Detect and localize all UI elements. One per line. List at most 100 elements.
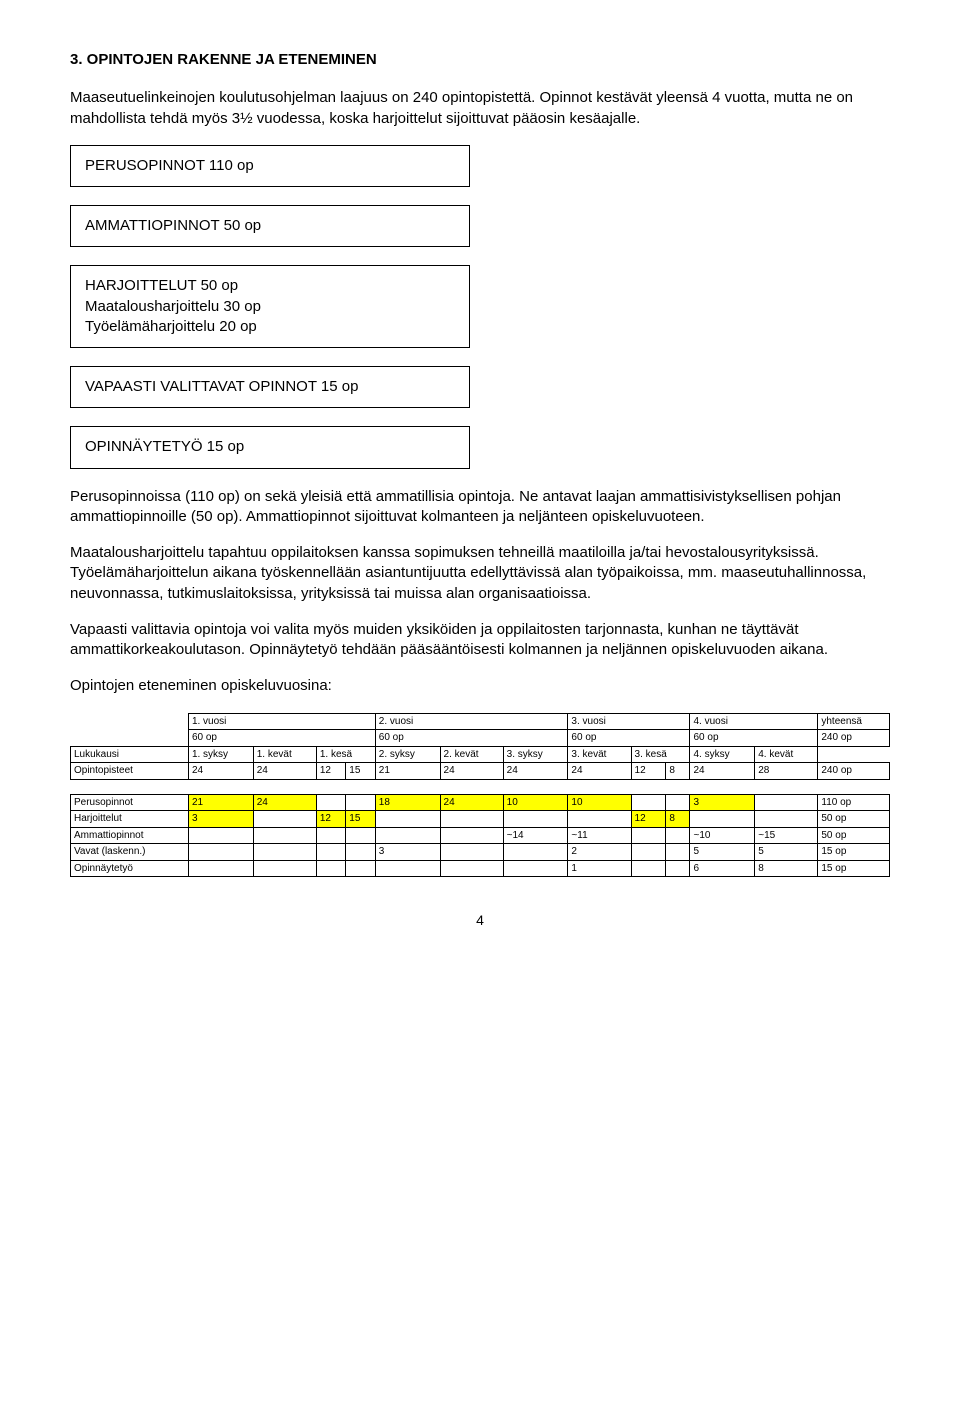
table-cell: 50 op	[818, 827, 890, 844]
paragraph-perusopinnot: Perusopinnoissa (110 op) on sekä yleisiä…	[70, 487, 890, 528]
table-cell: 10	[503, 794, 568, 811]
table-cell: 4. kevät	[755, 746, 818, 763]
table-cell: 24	[253, 794, 316, 811]
table-cell: 18	[375, 794, 440, 811]
section-heading: 3. OPINTOJEN RAKENNE JA ETENEMINEN	[70, 50, 890, 70]
table-cell	[503, 811, 568, 828]
table-cell: 60 op	[690, 730, 818, 747]
table-cell	[631, 827, 666, 844]
table-cell	[188, 860, 253, 877]
box-perusopinnot: PERUSOPINNOT 110 op	[70, 145, 470, 187]
table-cell: 240 op	[818, 730, 890, 747]
table-cell: 240 op	[818, 763, 890, 780]
table-cell: 15 op	[818, 860, 890, 877]
table-cell: 3. vuosi	[568, 713, 690, 730]
table-cell	[346, 860, 375, 877]
table-cell: 1. vuosi	[188, 713, 375, 730]
paragraph-maatalous: Maatalousharjoittelu tapahtuu oppilaitok…	[70, 543, 890, 604]
box-ammattiopinnot: AMMATTIOPINNOT 50 op	[70, 205, 470, 247]
table-cell: 8	[666, 811, 690, 828]
table-cell: Perusopinnot	[71, 794, 189, 811]
table-cell: ~11	[568, 827, 631, 844]
table-cell: ~10	[690, 827, 755, 844]
table-cell: 3	[690, 794, 755, 811]
table-cell: yhteensä	[818, 713, 890, 730]
table-cell: 6	[690, 860, 755, 877]
table-cell	[666, 844, 690, 861]
table-cell: 2	[568, 844, 631, 861]
table-cell	[631, 794, 666, 811]
table-cell	[71, 730, 189, 747]
table-cell: 24	[503, 763, 568, 780]
table-cell	[440, 827, 503, 844]
table-cell	[253, 860, 316, 877]
table-cell	[631, 860, 666, 877]
table-cell: Opintopisteet	[71, 763, 189, 780]
table-cell: 60 op	[568, 730, 690, 747]
box-harjoittelut: HARJOITTELUT 50 op Maatalousharjoittelu …	[70, 265, 470, 348]
table-cell	[375, 811, 440, 828]
table-cell: 1. kevät	[253, 746, 316, 763]
table-cell: 12	[316, 763, 345, 780]
table-cell	[188, 844, 253, 861]
table-cell: 10	[568, 794, 631, 811]
table-cell	[666, 794, 690, 811]
table-cell	[568, 811, 631, 828]
table-cell: 8	[666, 763, 690, 780]
box-opinnaytetyo: OPINNÄYTETYÖ 15 op	[70, 426, 470, 468]
table-cell	[253, 827, 316, 844]
table-cell: 15	[346, 763, 375, 780]
table-cell	[316, 860, 345, 877]
table-cell	[346, 794, 375, 811]
table-cell	[346, 827, 375, 844]
table-cell: 24	[188, 763, 253, 780]
table-cell: Ammattiopinnot	[71, 827, 189, 844]
page-number: 4	[70, 911, 890, 930]
table-cell: 15	[346, 811, 375, 828]
table-cell: 2. kevät	[440, 746, 503, 763]
table-cell	[71, 713, 189, 730]
table-cell	[818, 746, 890, 763]
table-cell: 21	[375, 763, 440, 780]
table-cell: 60 op	[188, 730, 375, 747]
box-harjoittelut-line2: Työelämäharjoittelu 20 op	[85, 317, 455, 337]
table-cell: 24	[253, 763, 316, 780]
table-cell	[503, 860, 568, 877]
table-cell	[316, 827, 345, 844]
table-cell: 4. vuosi	[690, 713, 818, 730]
table-cell: 5	[755, 844, 818, 861]
table-cell: 12	[631, 811, 666, 828]
table-cell: 110 op	[818, 794, 890, 811]
table-cell: 2. vuosi	[375, 713, 568, 730]
table-cell: ~14	[503, 827, 568, 844]
table-cell	[666, 827, 690, 844]
box-harjoittelut-line1: Maatalousharjoittelu 30 op	[85, 297, 455, 317]
table-cell	[631, 844, 666, 861]
table-cell	[755, 811, 818, 828]
table-cell: 5	[690, 844, 755, 861]
box-vapaasti: VAPAASTI VALITTAVAT OPINNOT 15 op	[70, 366, 470, 408]
paragraph-eteneminen: Opintojen eteneminen opiskeluvuosina:	[70, 676, 890, 696]
table-cell: 24	[690, 763, 755, 780]
table-cell: 3	[188, 811, 253, 828]
table-cell: 1. kesä	[316, 746, 375, 763]
table-cell: 3. kevät	[568, 746, 631, 763]
table-cell	[690, 811, 755, 828]
table-cell: 24	[440, 763, 503, 780]
table-cell	[253, 844, 316, 861]
table-cell	[316, 794, 345, 811]
intro-paragraph: Maaseutuelinkeinojen koulutusohjelman la…	[70, 88, 890, 129]
table-cell: 12	[316, 811, 345, 828]
table-cell: Lukukausi	[71, 746, 189, 763]
table-cell	[666, 860, 690, 877]
table-cell	[346, 844, 375, 861]
progression-table: 1. vuosi2. vuosi3. vuosi4. vuosiyhteensä…	[70, 713, 890, 878]
table-cell: 8	[755, 860, 818, 877]
paragraph-vapaasti: Vapaasti valittavia opintoja voi valita …	[70, 620, 890, 661]
table-cell: 15 op	[818, 844, 890, 861]
table-cell: 3	[375, 844, 440, 861]
table-cell: 1. syksy	[188, 746, 253, 763]
table-cell: 12	[631, 763, 666, 780]
box-harjoittelut-title: HARJOITTELUT 50 op	[85, 276, 455, 296]
table-cell	[503, 844, 568, 861]
